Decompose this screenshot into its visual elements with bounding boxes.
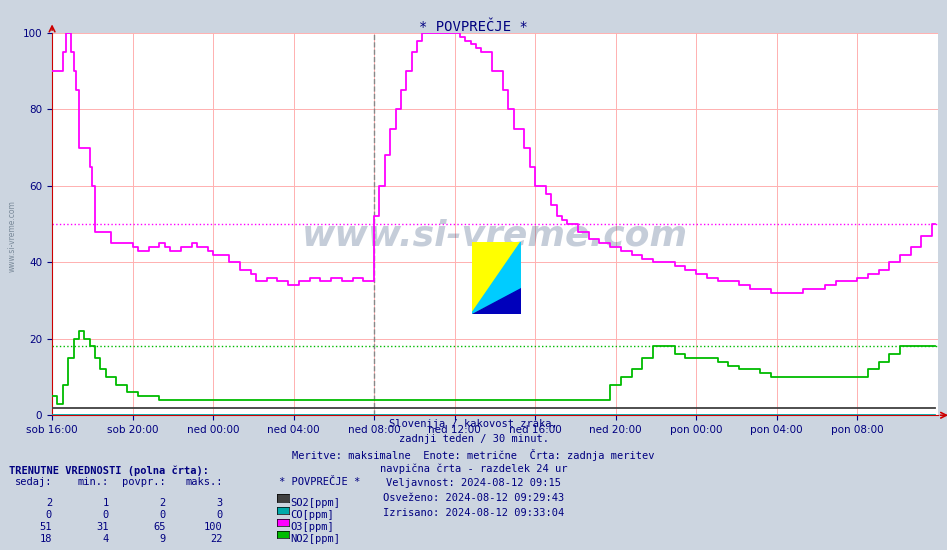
Text: sedaj:: sedaj:	[14, 476, 52, 487]
Text: 31: 31	[97, 522, 109, 532]
Text: 22: 22	[210, 534, 223, 544]
Text: 51: 51	[40, 522, 52, 532]
Text: zadnji teden / 30 minut.: zadnji teden / 30 minut.	[399, 434, 548, 444]
Text: 0: 0	[159, 510, 166, 520]
Text: 3: 3	[216, 498, 223, 508]
Polygon shape	[472, 242, 521, 314]
Text: 4: 4	[102, 534, 109, 544]
Text: 2: 2	[45, 498, 52, 508]
Text: 0: 0	[102, 510, 109, 520]
Text: povpr.:: povpr.:	[122, 476, 166, 487]
Text: SO2[ppm]: SO2[ppm]	[291, 498, 341, 508]
Text: maks.:: maks.:	[185, 476, 223, 487]
Text: Slovenija / kakovost zraka,: Slovenija / kakovost zraka,	[389, 419, 558, 429]
Text: 100: 100	[204, 522, 223, 532]
Text: 1: 1	[102, 498, 109, 508]
Text: www.si-vreme.com: www.si-vreme.com	[302, 218, 688, 252]
Text: 65: 65	[153, 522, 166, 532]
Text: 18: 18	[40, 534, 52, 544]
Text: 9: 9	[159, 534, 166, 544]
Text: O3[ppm]: O3[ppm]	[291, 522, 334, 532]
Text: 2: 2	[159, 498, 166, 508]
Polygon shape	[472, 242, 521, 314]
Text: www.si-vreme.com: www.si-vreme.com	[8, 201, 17, 272]
Text: CO[ppm]: CO[ppm]	[291, 510, 334, 520]
Text: * POVPREČJE *: * POVPREČJE *	[279, 476, 361, 487]
Text: * POVPREČJE *: * POVPREČJE *	[420, 20, 527, 34]
Text: Meritve: maksimalne  Enote: metrične  Črta: zadnja meritev: Meritve: maksimalne Enote: metrične Črta…	[293, 449, 654, 461]
Text: TRENUTNE VREDNOSTI (polna črta):: TRENUTNE VREDNOSTI (polna črta):	[9, 465, 209, 476]
Text: navpična črta - razdelek 24 ur: navpična črta - razdelek 24 ur	[380, 464, 567, 474]
Text: NO2[ppm]: NO2[ppm]	[291, 534, 341, 544]
Text: 0: 0	[216, 510, 223, 520]
Text: min.:: min.:	[78, 476, 109, 487]
Text: 0: 0	[45, 510, 52, 520]
Text: Izrisano: 2024-08-12 09:33:04: Izrisano: 2024-08-12 09:33:04	[383, 508, 564, 518]
Text: Osveženo: 2024-08-12 09:29:43: Osveženo: 2024-08-12 09:29:43	[383, 493, 564, 503]
Text: Veljavnost: 2024-08-12 09:15: Veljavnost: 2024-08-12 09:15	[386, 478, 561, 488]
Polygon shape	[472, 288, 521, 313]
